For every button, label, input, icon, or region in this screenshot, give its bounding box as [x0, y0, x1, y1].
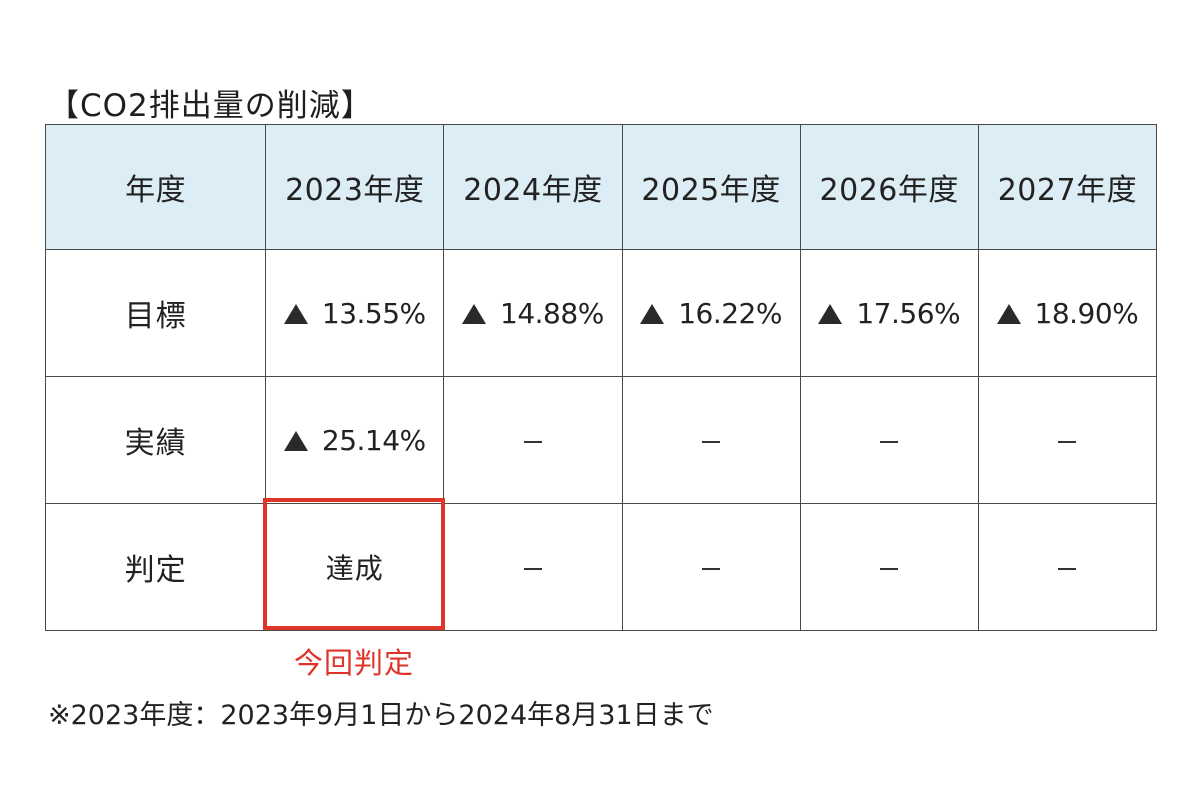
actual-cell-2026 — [799, 376, 979, 504]
judgement-cell-2027 — [977, 503, 1158, 631]
judgement-cell-2023: 達成 — [265, 503, 445, 631]
target-cell-2023: 13.55% — [265, 249, 445, 377]
co2-reduction-table: 年度 2023年度 2024年度 2025年度 2026年度 2027年度 目標… — [44, 124, 1158, 631]
target-cell-2025: 16.22% — [621, 249, 801, 377]
header-cell-2025: 2025年度 — [621, 124, 801, 250]
target-cell-2026: 17.56% — [799, 249, 979, 377]
judgement-cell-2024 — [443, 503, 623, 631]
decrease-triangle-icon — [283, 303, 308, 324]
decrease-triangle-icon — [462, 303, 487, 324]
row-label-judgement: 判定 — [44, 503, 267, 631]
target-cell-2024: 14.88% — [443, 249, 623, 377]
decrease-triangle-icon — [996, 303, 1021, 324]
empty-dash — [523, 440, 542, 443]
footnote: ※2023年度：2023年9月1日から2024年8月31日まで — [48, 700, 714, 731]
header-cell-2023: 2023年度 — [265, 124, 445, 250]
target-cell-2027: 18.90% — [977, 249, 1158, 377]
empty-dash — [880, 440, 899, 443]
judgement-cell-2026 — [799, 503, 979, 631]
decrease-triangle-icon — [640, 303, 665, 324]
current-judgement-label: 今回判定 — [293, 646, 414, 680]
header-cell-2026: 2026年度 — [799, 124, 979, 250]
header-cell-2027: 2027年度 — [977, 124, 1158, 250]
actual-cell-2024 — [443, 376, 623, 504]
empty-dash — [702, 567, 721, 570]
table-row-actual: 実績 25.14% — [44, 376, 1158, 504]
decrease-triangle-icon — [283, 430, 308, 451]
table-row-target: 目標 13.55% 14.88% 16.22% 17.56% 18.90% — [44, 249, 1158, 377]
decrease-triangle-icon — [818, 303, 843, 324]
row-label-target: 目標 — [44, 249, 267, 377]
actual-cell-2027 — [977, 376, 1158, 504]
actual-cell-2023: 25.14% — [265, 376, 445, 504]
header-cell-year-label: 年度 — [44, 124, 267, 250]
row-label-actual: 実績 — [44, 376, 267, 504]
empty-dash — [1058, 567, 1077, 570]
actual-cell-2025 — [621, 376, 801, 504]
page-title: 【CO2排出量の削減】 — [48, 88, 373, 124]
empty-dash — [1058, 440, 1077, 443]
empty-dash — [880, 567, 899, 570]
table-row-judgement: 判定 達成 — [44, 503, 1158, 631]
judgement-cell-2025 — [621, 503, 801, 631]
empty-dash — [702, 440, 721, 443]
header-row: 年度 2023年度 2024年度 2025年度 2026年度 2027年度 — [44, 124, 1158, 250]
empty-dash — [523, 567, 542, 570]
header-cell-2024: 2024年度 — [443, 124, 623, 250]
